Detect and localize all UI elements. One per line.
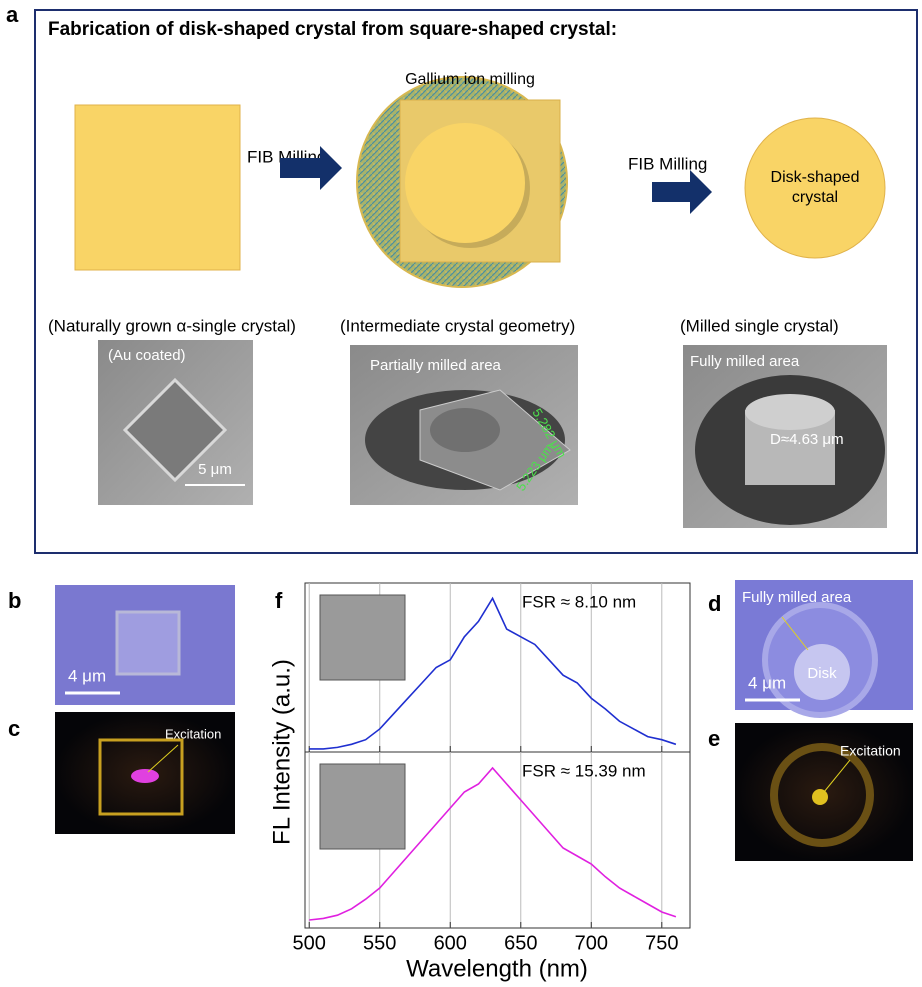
spectra: FSR ≈ 8.10 nm FL Intensity (a.u.) 500 550 60…: [268, 583, 690, 982]
panel-letter: d: [708, 591, 721, 616]
square-crystal: [75, 105, 240, 270]
panel-letter: c: [8, 716, 20, 741]
disk-label: crystal: [792, 189, 838, 206]
step-label: FIB Milling: [628, 154, 707, 173]
label: Excitation: [840, 743, 901, 759]
panel-letter: f: [275, 588, 283, 613]
scale-label: 4 μm: [748, 673, 786, 692]
inset-image: [320, 595, 405, 680]
caption: (Intermediate crystal geometry): [340, 316, 575, 335]
label: Excitation: [165, 726, 221, 741]
x-tick-label: 550: [363, 932, 396, 954]
title: Fabrication of disk-shaped crystal from …: [48, 19, 617, 40]
annotation: FSR ≈ 15.39 nm: [522, 761, 646, 780]
panel-letter: b: [8, 588, 21, 613]
x-tick-label: 750: [645, 932, 678, 954]
arrow: [652, 170, 712, 214]
disk-label: Disk-shaped: [771, 169, 860, 186]
sem-label: Fully milled area: [690, 353, 800, 370]
inset-image: [320, 764, 405, 849]
caption: (Naturally grown α-single crystal): [48, 316, 296, 335]
disk-label: Disk: [807, 665, 837, 682]
y-axis-label: FL Intensity (a.u.): [268, 659, 295, 845]
scale-label: 5 μm: [198, 461, 232, 478]
annotation: FSR ≈ 8.10 nm: [522, 592, 636, 611]
x-tick-label: 650: [504, 932, 537, 954]
dim-label: D≈4.63 μm: [770, 431, 844, 448]
panel-letter: e: [708, 726, 720, 751]
sem-disk-top: [745, 394, 835, 430]
disk-crystal: [745, 118, 885, 258]
sem-disk: [430, 408, 500, 452]
sem-label: Partially milled area: [370, 357, 502, 374]
figure: a Fabrication of disk-shaped crystal fro…: [0, 0, 922, 987]
scale-label: 4 μm: [68, 666, 106, 685]
sem-label: (Au coated): [108, 347, 186, 364]
label: Fully milled area: [742, 589, 852, 606]
caption: (Milled single crystal): [680, 316, 839, 335]
excitation-spot: [812, 789, 828, 805]
crystal: [117, 612, 179, 674]
x-tick-label: 500: [293, 932, 326, 954]
excitation-spot: [131, 769, 159, 783]
disk-region: [405, 123, 525, 243]
x-axis-label: Wavelength (nm): [406, 955, 588, 982]
panel-letter: a: [6, 2, 19, 27]
x-tick-label: 700: [575, 932, 608, 954]
x-tick-label: 600: [434, 932, 467, 954]
milling-label: Gallium ion milling: [405, 71, 535, 88]
